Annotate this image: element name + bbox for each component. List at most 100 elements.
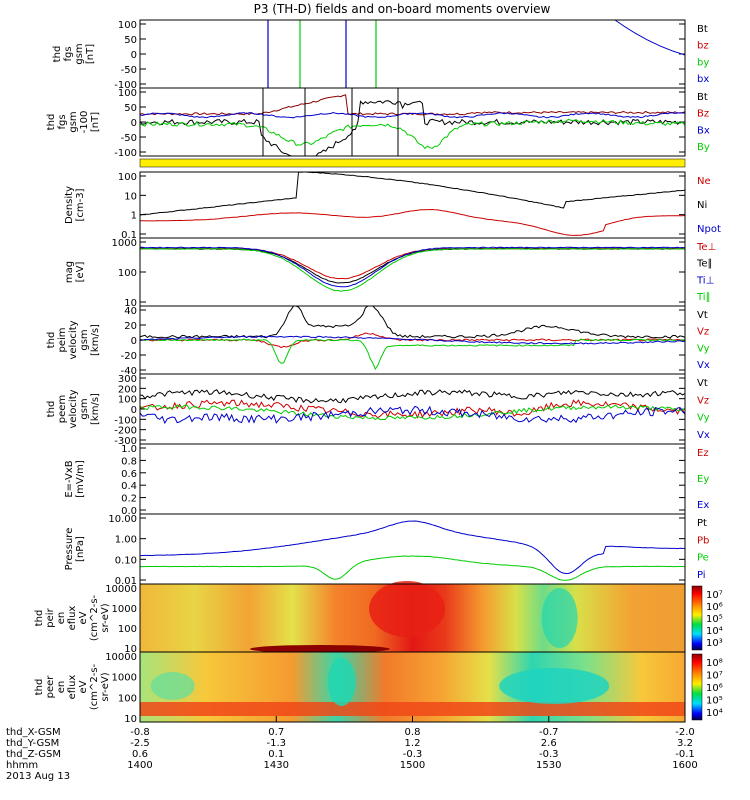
ytick-label: -300 [114,436,137,447]
mode-bar-frame [139,158,686,168]
spectrogram-cool-region [150,672,195,700]
ytick-label: 100 [118,172,137,183]
xaxis-value: 1400 [127,760,152,771]
spectrogram-low-energy-band [249,645,390,653]
ytick-label: 0 [131,405,137,416]
ylabel-ele_spec: (cm^2-s- [89,663,100,710]
xaxis-value: 1600 [672,760,697,771]
legend-Ne: Ne [697,176,711,187]
panel-frame [139,19,686,89]
series-line [139,338,686,371]
ylabel-vele: [km/s] [90,393,101,425]
colorbar-tick-label: 10⁴ [706,708,723,719]
spectrogram-hot-region [369,581,446,637]
ylabel-vele: peem [57,395,68,423]
legend-Vt: Vt [697,310,708,321]
ylabel-fgl: [nT] [90,112,101,132]
ylabel-pressure: [nPa] [75,536,86,562]
ytick-label: 0 [131,50,137,61]
series-line [140,118,685,150]
ylabel-temp: mag [64,261,75,283]
legend-bx: bx [697,74,709,85]
legend-Pi: Pi [697,570,706,581]
ylabel-ele_spec: eV [78,680,89,693]
ytick-label: 10 [124,644,137,655]
legend-Ez: Ez [697,448,709,459]
spectrogram-cool-region [327,658,356,706]
series-line [139,305,686,339]
series-line [614,19,686,56]
panel-pressure: Pressure [nPa] 10.00 1.00 0.10 0.01 Pt Pb Pe Pi [64,513,709,587]
ytick-label: 50 [124,35,137,46]
ytick-label: -50 [121,133,137,144]
ytick-label: 0.8 [121,456,137,467]
ytick-label: 1.0 [121,444,137,455]
ytick-label: 0.01 [115,576,137,587]
legend-Te⊥: Te⊥ [696,242,716,253]
xaxis-row-label: thd_X-GSM [6,727,61,738]
ytick-label: 0.1 [121,230,137,241]
colorbar-tick-label: 10⁶ [706,683,723,694]
legend-Npot: Npot [697,224,721,235]
ylabel-veli: [km/s] [90,324,101,356]
ytick-label: -50 [121,65,137,76]
ylabel-fgs: fgs [63,46,74,61]
panel-vele: thd peem velocity gsm [km/s] 3002001000-100-2… [46,373,710,447]
series-line [139,399,686,419]
panel-fgs: thd fgs gsm [nT] 100 50 0 -50 -100 Bt bz by bx [52,19,709,91]
ylabel-ion_spec: thd [34,610,45,627]
legend-Vy: Vy [697,413,710,424]
ylabel-fgl: -100 [79,111,90,134]
series-line [139,247,686,284]
xaxis-date: 2013 Aug 13 [6,771,70,782]
panel-frame [139,443,686,515]
ylabel-ele_spec: peer [45,675,56,699]
series-line [139,171,686,216]
colorbar-tick-label: 10⁴ [706,626,723,637]
ylabel-ele_spec: eflux [67,675,78,700]
ylabel-ele_spec: en [56,681,67,694]
xaxis-value: -0.3 [539,749,559,760]
series-line [139,404,686,421]
series-line [139,520,686,575]
ylabel-fgs: [nT] [85,44,96,64]
legend-Ni: Ni [697,200,707,211]
xaxis-value: -1.3 [266,738,286,749]
ylabel-veli: thd [46,332,57,349]
legend-Ti⊥: Ti⊥ [696,275,714,286]
colorbar-tick-label: 10⁸ [706,658,723,669]
xaxis-value: -2.5 [130,738,150,749]
ytick-label: 100 [118,693,137,704]
legend-Bz: Bz [697,109,709,120]
ylabel-fgl: thd [46,114,57,131]
panel-ion_spec: thd peir en eflux eV (cm^2-s-sr-eV) 10000 1000 1… [34,581,723,655]
ylabel-density: Density [64,186,75,224]
series-line [140,335,686,345]
ytick-label: -100 [114,80,137,91]
ylabel-veli: peim [57,327,68,352]
colorbar [691,585,703,651]
ytick-label: 0.4 [121,481,137,492]
ytick-label: 40 [124,306,137,317]
ylabel-veli: gsm [79,329,90,350]
panel-veli: thd peim velocity gsm [km/s] 40 20 0 -20 -40 Vt Vz V… [46,305,710,377]
ylabel-ion_spec: eflux [67,606,78,631]
xaxis-value: -0.8 [130,727,150,738]
ylabel-ele_spec: sr-eV) [100,672,111,701]
ylabel-efield: [mV/m] [75,460,86,498]
ytick-label: 10000 [105,652,137,663]
legend-Vz: Vz [697,395,709,406]
xaxis-value: -0.1 [675,749,695,760]
colorbar-tick-label: 10⁷ [706,671,723,682]
xaxis-value: 0.6 [132,749,148,760]
legend-Ey: Ey [697,474,709,485]
legend-Pt: Pt [697,518,707,529]
series-line [139,208,686,236]
legend-bz: bz [697,41,709,52]
series-line [139,246,686,288]
colorbar-tick-label: 10⁷ [706,590,723,601]
ytick-label: 1000 [112,604,137,615]
ylabel-veli: velocity [68,320,79,359]
xaxis-value: 1430 [264,760,289,771]
xaxis-value: -2.0 [675,727,695,738]
